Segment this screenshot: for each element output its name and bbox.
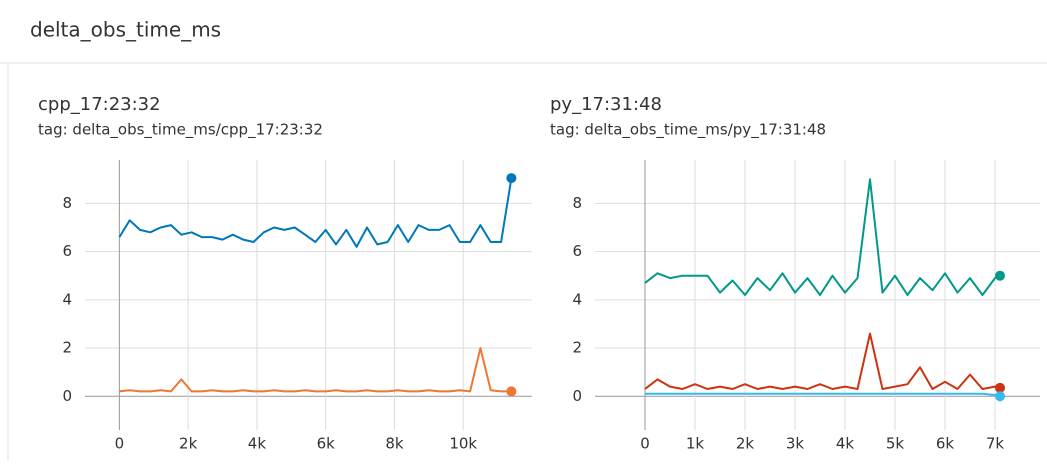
- chart-title: py_17:31:48: [550, 94, 662, 115]
- x-tick-label: 10k: [449, 435, 477, 453]
- x-tick-label: 0: [115, 435, 125, 453]
- y-tick-label: 2: [62, 339, 72, 357]
- x-tick-label: 7k: [986, 435, 1005, 453]
- x-tick-label: 3k: [786, 435, 805, 453]
- data-line: [118, 177, 513, 248]
- data-line: [119, 347, 512, 393]
- chart-title: cpp_17:23:32: [38, 94, 161, 115]
- y-tick-label: 4: [572, 290, 582, 308]
- header-title[interactable]: delta_obs_time_ms: [30, 18, 221, 42]
- chart-subtitle: tag: delta_obs_time_ms/py_17:31:48: [550, 121, 826, 140]
- x-tick-label: 1k: [686, 435, 705, 453]
- end-marker: [506, 173, 517, 184]
- header-card: [0, 0, 1047, 63]
- x-tick-label: 4k: [836, 435, 855, 453]
- y-tick-label: 4: [62, 290, 72, 308]
- end-marker: [995, 270, 1005, 281]
- data-line: [644, 332, 1001, 390]
- end-marker: [995, 391, 1005, 402]
- end-marker: [995, 382, 1005, 393]
- x-tick-label: 2k: [179, 435, 198, 453]
- data-line: [644, 178, 1001, 296]
- y-tick-label: 6: [572, 242, 582, 260]
- x-tick-label: 5k: [886, 435, 905, 453]
- x-tick-label: 0: [640, 435, 650, 453]
- y-tick-label: 8: [62, 194, 72, 212]
- end-marker: [506, 386, 517, 397]
- x-tick-label: 4k: [248, 435, 267, 453]
- y-tick-label: 0: [62, 387, 72, 405]
- x-tick-label: 6k: [936, 435, 955, 453]
- chart-subtitle: tag: delta_obs_time_ms/cpp_17:23:32: [38, 121, 323, 140]
- x-tick-label: 2k: [736, 435, 755, 453]
- y-tick-label: 2: [572, 339, 582, 357]
- x-tick-label: 6k: [317, 435, 336, 453]
- y-tick-label: 6: [62, 242, 72, 260]
- data-line: [645, 392, 1001, 398]
- x-tick-label: 8k: [385, 435, 404, 453]
- y-tick-label: 8: [572, 194, 582, 212]
- y-tick-label: 0: [572, 387, 582, 405]
